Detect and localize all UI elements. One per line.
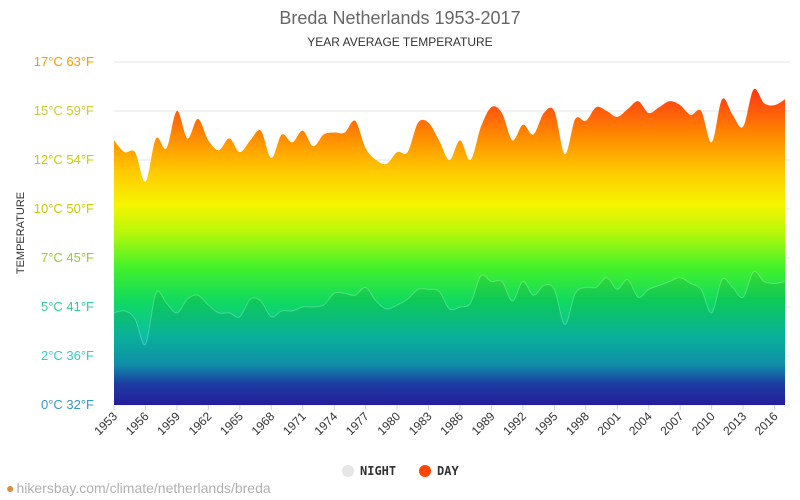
x-tick-label: 1980 — [374, 409, 403, 438]
night-area — [114, 271, 785, 405]
x-tick-label: 1959 — [154, 409, 183, 438]
x-tick-label: 2004 — [626, 409, 655, 438]
x-tick-label: 1998 — [563, 409, 592, 438]
y-tick-label: 2°C 36°F — [41, 348, 94, 363]
x-tick-label: 1956 — [123, 409, 152, 438]
y-tick-label: 17°C 63°F — [34, 54, 94, 69]
x-tick-label: 1974 — [312, 409, 341, 438]
y-axis-label: TEMPERATURE — [15, 192, 27, 274]
chart-subtitle: YEAR AVERAGE TEMPERATURE — [307, 35, 492, 49]
y-tick-label: 12°C 54°F — [34, 152, 94, 167]
x-tick-label: 1986 — [437, 409, 466, 438]
y-tick-label: 5°C 41°F — [41, 299, 94, 314]
source-link[interactable]: ● hikersbay.com/climate/netherlands/bred… — [6, 480, 271, 496]
x-tick-label: 1968 — [249, 409, 278, 438]
night-series-area — [114, 271, 785, 405]
source-text: hikersbay.com/climate/netherlands/breda — [16, 480, 271, 496]
legend: NIGHT DAY — [342, 464, 459, 478]
x-tick-label: 2010 — [689, 409, 718, 438]
x-tick-label: 1965 — [217, 409, 246, 438]
x-tick-label: 1953 — [91, 409, 120, 438]
location-pin-icon: ● — [6, 480, 15, 496]
chart-title: Breda Netherlands 1953-2017 — [279, 8, 520, 28]
x-tick-label: 2016 — [752, 409, 781, 438]
legend-night-marker — [342, 465, 354, 477]
x-tick-label: 2001 — [595, 409, 624, 438]
legend-item-night[interactable]: NIGHT — [342, 464, 396, 478]
x-tick-label: 1971 — [280, 409, 309, 438]
x-tick-label: 1977 — [343, 409, 372, 438]
y-ticks: 0°C 32°F 2°C 36°F 5°C 41°F 7°C 45°F 10°C 50°… — [34, 54, 94, 412]
y-tick-label: 10°C 50°F — [34, 201, 94, 216]
x-tick-label: 1962 — [186, 409, 215, 438]
x-tick-label: 1983 — [406, 409, 435, 438]
x-tick-label: 2007 — [657, 409, 686, 438]
x-tick-label: 1995 — [532, 409, 561, 438]
legend-night-label: NIGHT — [360, 464, 396, 478]
x-tick-label: 2013 — [720, 409, 749, 438]
night-series-line — [113, 270, 786, 346]
y-tick-label: 7°C 45°F — [41, 250, 94, 265]
y-tick-label: 15°C 59°F — [34, 103, 94, 118]
x-ticks: 1953 1956 1959 1962 1965 1968 1971 1974 1977 1980… — [91, 405, 781, 438]
y-tick-label: 0°C 32°F — [41, 397, 94, 412]
legend-item-day[interactable]: DAY — [419, 464, 459, 478]
legend-day-marker — [419, 465, 431, 477]
x-tick-label: 1992 — [500, 409, 529, 438]
x-tick-label: 1989 — [469, 409, 498, 438]
legend-day-label: DAY — [437, 464, 459, 478]
